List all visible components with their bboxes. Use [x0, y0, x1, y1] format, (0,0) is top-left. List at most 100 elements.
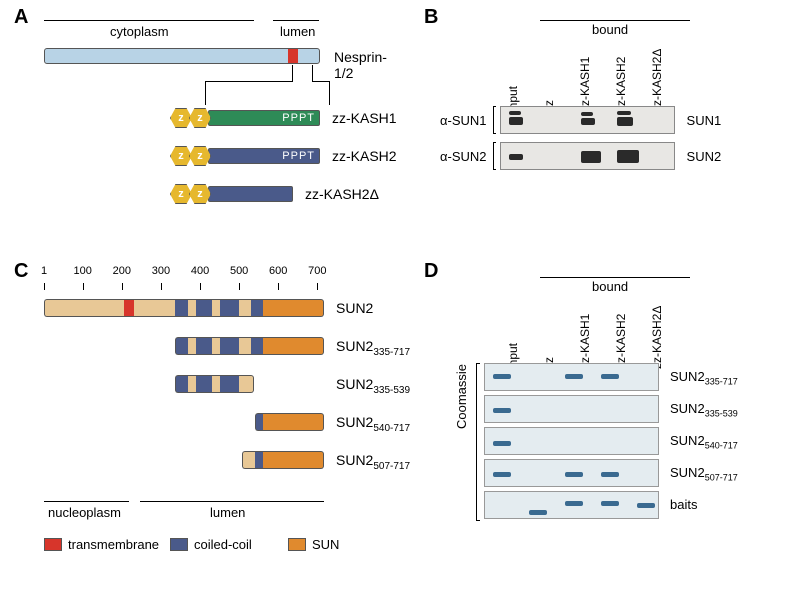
- domain-segment: [196, 375, 212, 393]
- blot-bracket: [493, 106, 496, 134]
- sun-construct-label: SUN2: [336, 300, 373, 316]
- gel-row-label: SUN2507-717: [670, 465, 738, 483]
- gel-row-label: baits: [670, 497, 697, 512]
- gel-box: [484, 395, 659, 423]
- protein-label: SUN2: [687, 149, 722, 164]
- cytoplasm-label: cytoplasm: [110, 24, 169, 39]
- gel-band: [565, 472, 583, 477]
- lane-label: zz-KASH2Δ: [650, 49, 664, 112]
- kash-label: zz-KASH1: [332, 110, 397, 126]
- domain-segment: [220, 375, 240, 393]
- nucleoplasm-label: nucleoplasm: [48, 505, 121, 520]
- nesprin-label: Nesprin-1/2: [334, 49, 400, 81]
- sun-construct-label: SUN2507-717: [336, 452, 410, 472]
- gel-band: [601, 472, 619, 477]
- gel-band: [493, 374, 511, 379]
- band: [581, 118, 595, 125]
- gel-band: [637, 503, 655, 508]
- scale-number: 500: [230, 265, 248, 277]
- scale-tick: [239, 283, 240, 290]
- legend-swatch: [288, 538, 306, 551]
- zz-construct: zzzz-KASH2Δ: [170, 184, 379, 204]
- gel-band: [529, 510, 547, 515]
- blot-box: [500, 142, 675, 170]
- band: [617, 111, 631, 115]
- scale-number: 200: [113, 265, 131, 277]
- scale-tick: [122, 283, 123, 290]
- panel-b-letter: B: [424, 6, 438, 29]
- blot-box: [500, 106, 675, 134]
- scale-tick: [317, 283, 318, 290]
- domain-segment: [255, 451, 263, 469]
- kash-label: zz-KASH2: [332, 148, 397, 164]
- band: [509, 111, 521, 115]
- gel-band: [493, 408, 511, 413]
- scale-tick: [200, 283, 201, 290]
- gel-band: [601, 374, 619, 379]
- panel-d-letter: D: [424, 260, 438, 283]
- lumen-label: lumen: [280, 24, 315, 39]
- gel-band: [601, 501, 619, 506]
- domain-segment: [263, 299, 324, 317]
- lane-label: zz-KASH2: [614, 314, 628, 369]
- domain-segment: [242, 451, 255, 469]
- scale-tick: [278, 283, 279, 290]
- connector: [205, 81, 206, 105]
- gel-band: [493, 472, 511, 477]
- cytoplasm-line: [44, 20, 254, 21]
- domain-segment: [175, 299, 189, 317]
- domain-segment: [196, 337, 212, 355]
- scale-number: 300: [152, 265, 170, 277]
- bound-line: [540, 20, 690, 21]
- lumen-label-c: lumen: [210, 505, 245, 520]
- coomassie-bracket: [476, 363, 480, 521]
- protein-label: SUN1: [687, 113, 722, 128]
- legend-label: transmembrane: [68, 537, 159, 552]
- domain-segment: [263, 451, 324, 469]
- lumen-line: [273, 20, 319, 21]
- panel-b: bound inputzzzz-KASH1zz-KASH2zz-KASH2Δ α…: [440, 8, 770, 208]
- blot-bracket: [493, 142, 496, 170]
- sun-row: [30, 375, 330, 393]
- bound-line-d: [540, 277, 690, 278]
- panel-d: bound inputzzzz-KASH1zz-KASH2zz-KASH2Δ C…: [440, 265, 780, 595]
- gel-box: [484, 491, 659, 519]
- domain-segment: [124, 299, 134, 317]
- gel-band: [565, 374, 583, 379]
- gel-box: [484, 459, 659, 487]
- nucleoplasm-line: [44, 501, 129, 502]
- scale-number: 100: [74, 265, 92, 277]
- bound-label: bound: [592, 22, 628, 37]
- band: [509, 154, 523, 160]
- blot-row: α-SUN2SUN2: [440, 142, 721, 170]
- lane-label: zz-KASH2Δ: [650, 306, 664, 369]
- bound-label-d: bound: [592, 279, 628, 294]
- legend-item: coiled-coil: [170, 537, 252, 552]
- domain-segment: [263, 337, 324, 355]
- scale-number: 1: [41, 265, 47, 277]
- kash-bar: [208, 186, 293, 202]
- sun-construct-label: SUN2335-717: [336, 338, 410, 358]
- z-tag: z: [170, 108, 192, 128]
- domain-segment: [175, 375, 189, 393]
- domain-segment: [263, 413, 324, 431]
- panel-a-letter: A: [14, 6, 28, 29]
- gel-box: [484, 363, 659, 391]
- blot-row: α-SUN1SUN1: [440, 106, 721, 134]
- scale-tick: [161, 283, 162, 290]
- domain-segment: [251, 299, 263, 317]
- zz-construct: zzPPPTzz-KASH1: [170, 108, 397, 128]
- band: [581, 112, 593, 116]
- z-tag: z: [170, 184, 192, 204]
- domain-segment: [188, 299, 196, 317]
- domain-segment: [239, 299, 251, 317]
- kash-label: zz-KASH2Δ: [305, 186, 379, 202]
- domain-segment: [239, 337, 251, 355]
- band: [581, 151, 601, 163]
- domain-segment: [251, 337, 263, 355]
- gel-band: [493, 441, 511, 446]
- domain-segment: [196, 299, 212, 317]
- nesprin-tm: [288, 48, 298, 64]
- panel-c-letter: C: [14, 260, 28, 283]
- domain-segment: [255, 413, 263, 431]
